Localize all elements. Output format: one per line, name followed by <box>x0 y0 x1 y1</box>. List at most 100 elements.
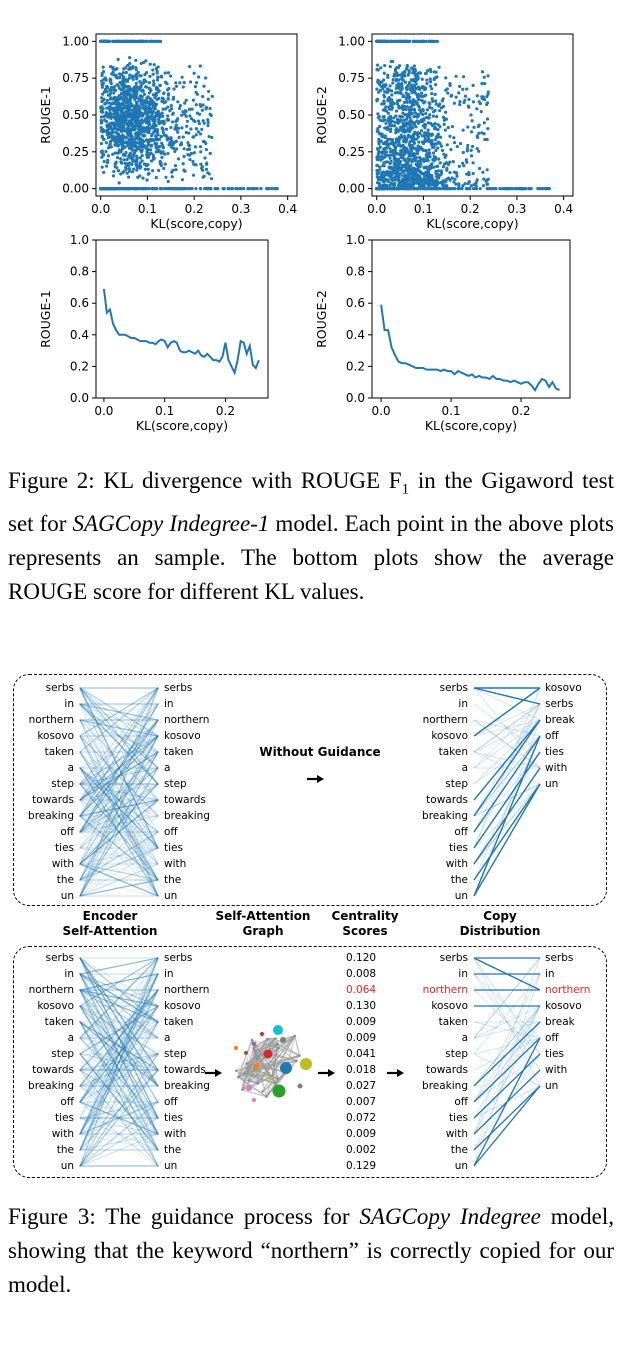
data-point <box>122 75 126 79</box>
data-point <box>140 159 144 163</box>
data-point <box>137 145 141 149</box>
data-point <box>384 109 388 113</box>
attention-line <box>79 1101 159 1167</box>
encoder-output-word: a <box>164 1032 171 1044</box>
data-point <box>434 148 438 153</box>
data-point <box>146 143 150 148</box>
data-point <box>434 70 438 74</box>
data-point <box>137 134 141 138</box>
data-point <box>436 123 440 127</box>
data-point <box>414 99 418 103</box>
data-point <box>134 163 138 167</box>
graph-node <box>298 1054 301 1057</box>
graph-node <box>277 1046 280 1050</box>
data-point <box>446 162 450 167</box>
data-point <box>164 134 168 138</box>
data-point <box>405 105 409 109</box>
data-point <box>434 156 438 160</box>
caption-3-model-name: SAGCopy Indegree <box>359 1204 541 1229</box>
copy-source-word: step <box>445 778 468 790</box>
data-point <box>196 119 201 123</box>
data-point <box>116 144 120 148</box>
copy-source-word: ties <box>449 842 468 854</box>
data-point <box>466 181 470 186</box>
copy-line-faint <box>473 719 541 769</box>
data-point <box>122 81 126 85</box>
data-point <box>383 63 387 68</box>
data-point <box>100 85 104 89</box>
data-point <box>420 39 425 43</box>
attention-line <box>79 687 159 817</box>
attention-line <box>79 735 159 865</box>
attention-line <box>79 751 159 881</box>
data-point <box>477 149 481 153</box>
data-point <box>407 96 411 100</box>
data-point <box>429 69 433 74</box>
data-point <box>130 108 135 113</box>
data-point <box>193 145 198 149</box>
data-point <box>420 119 425 124</box>
data-point <box>483 82 487 86</box>
data-point <box>376 187 380 191</box>
data-point <box>481 170 485 174</box>
data-point <box>124 140 128 144</box>
graph-edge <box>278 1047 297 1062</box>
data-point <box>104 141 108 145</box>
data-point <box>420 98 424 103</box>
arrow-without-guidance <box>307 775 324 783</box>
data-point <box>184 98 188 102</box>
data-point <box>412 187 416 191</box>
attention-line <box>79 783 159 801</box>
data-point <box>145 111 149 115</box>
encoder-output-word: breaking <box>164 810 210 822</box>
data-point <box>129 130 133 135</box>
scatter-points <box>99 39 279 191</box>
data-point <box>452 136 456 140</box>
data-point <box>378 132 382 136</box>
attention-line <box>79 815 159 865</box>
graph-edge <box>248 1080 258 1085</box>
data-point <box>123 153 127 158</box>
data-point <box>404 146 408 150</box>
data-point <box>461 87 465 91</box>
data-point <box>406 170 410 175</box>
attention-line <box>79 767 159 817</box>
data-point <box>142 162 147 166</box>
attention-line <box>79 719 159 801</box>
data-point <box>429 121 433 126</box>
data-point <box>126 164 131 168</box>
graph-node <box>246 1085 252 1091</box>
attention-line <box>79 1053 159 1135</box>
data-point <box>113 165 117 169</box>
data-point <box>147 122 152 127</box>
data-point <box>443 155 447 159</box>
data-point <box>387 180 391 184</box>
data-point <box>213 187 217 191</box>
attention-line <box>79 1021 159 1167</box>
data-point <box>188 65 192 69</box>
data-point <box>482 121 486 125</box>
data-point <box>192 151 196 155</box>
copy-source-word: with <box>445 858 468 870</box>
data-point <box>416 173 420 177</box>
attention-line <box>79 719 159 897</box>
attention-line <box>79 751 159 849</box>
data-point <box>116 57 120 61</box>
data-point <box>455 144 459 149</box>
data-point <box>389 177 393 181</box>
data-point <box>169 103 173 108</box>
data-point <box>173 164 178 168</box>
attention-line <box>79 767 159 881</box>
y-tick-label: 0.4 <box>346 328 365 342</box>
data-point <box>106 154 111 158</box>
data-point <box>141 176 145 180</box>
data-point <box>155 78 160 82</box>
data-point <box>133 104 137 108</box>
data-point <box>417 39 422 43</box>
data-point <box>392 39 397 43</box>
data-point <box>415 39 419 43</box>
copy-line-faint <box>473 973 541 1071</box>
data-point <box>398 128 402 132</box>
data-point <box>425 108 429 112</box>
data-point <box>485 95 489 99</box>
